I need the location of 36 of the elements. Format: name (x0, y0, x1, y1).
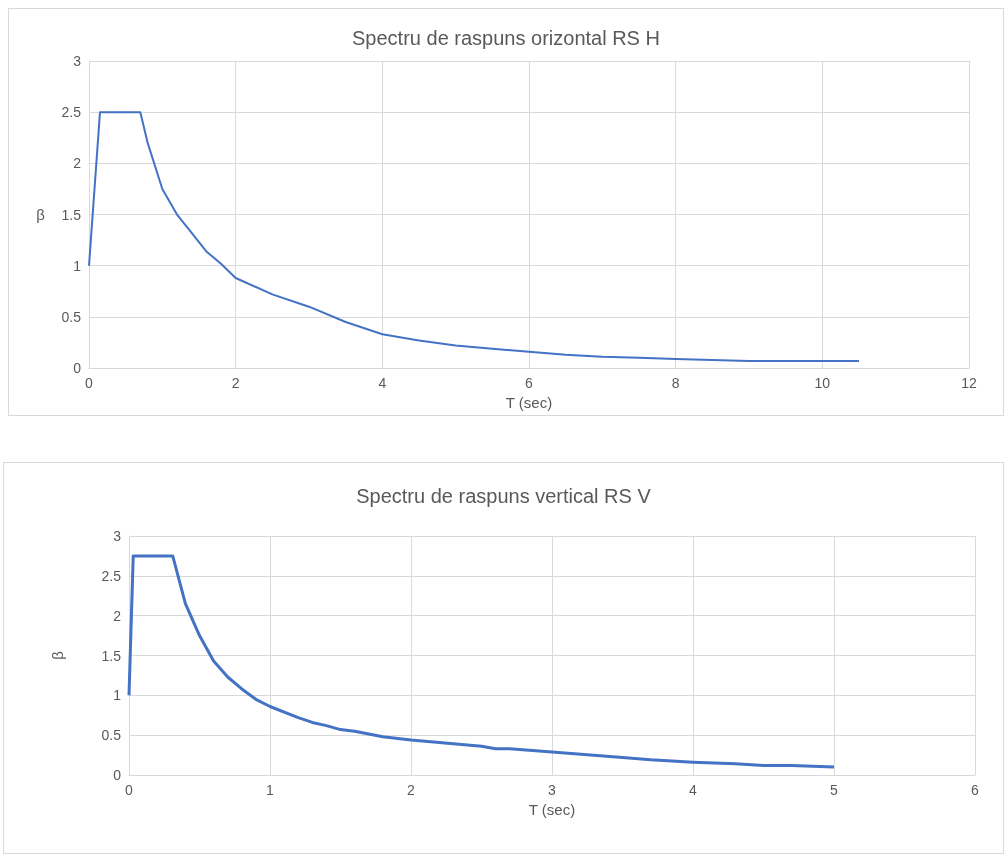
x-tick-label: 0 (85, 375, 94, 392)
y-tick-label: 0.5 (101, 727, 122, 744)
x-tick-label: 5 (830, 782, 839, 798)
x-axis-title: T (sec) (528, 800, 576, 818)
x-tick-label: 2 (407, 782, 416, 798)
y-tick-label: 0 (113, 767, 122, 783)
y-axis-title: β (49, 650, 66, 660)
x-tick-label: 2 (231, 375, 240, 392)
x-tick-label: 10 (814, 375, 831, 392)
y-tick-label: 2 (113, 607, 122, 624)
y-tick-label: 0 (73, 360, 82, 377)
y-tick-label: 1 (113, 687, 122, 704)
y-tick-label: 2.5 (101, 567, 122, 584)
y-axis-title: β (36, 206, 46, 224)
y-tick-label: 1 (73, 257, 82, 274)
x-tick-label: 8 (671, 375, 680, 392)
x-tick-label: 12 (961, 375, 977, 392)
line-series (88, 111, 860, 362)
chart-title: Spectru de raspuns vertical RS V (356, 485, 652, 507)
x-tick-label: 4 (689, 782, 698, 798)
y-tick-label: 1.5 (101, 647, 122, 664)
x-tick-label: 0 (125, 782, 134, 798)
x-tick-label: 1 (266, 782, 275, 798)
y-tick-label: 0.5 (61, 308, 82, 325)
x-tick-label: 6 (971, 782, 980, 798)
y-tick-label: 1.5 (61, 206, 82, 223)
y-tick-label: 3 (113, 528, 122, 544)
y-tick-label: 2.5 (61, 104, 82, 121)
x-tick-label: 6 (525, 375, 534, 392)
y-tick-label: 2 (73, 155, 82, 172)
x-axis-title: T (sec) (505, 394, 553, 411)
chart-title: Spectru de raspuns orizontal RS H (352, 27, 660, 49)
y-tick-label: 3 (73, 53, 82, 69)
line-series (127, 554, 836, 769)
x-tick-label: 3 (548, 782, 557, 798)
x-tick-label: 4 (378, 375, 387, 392)
